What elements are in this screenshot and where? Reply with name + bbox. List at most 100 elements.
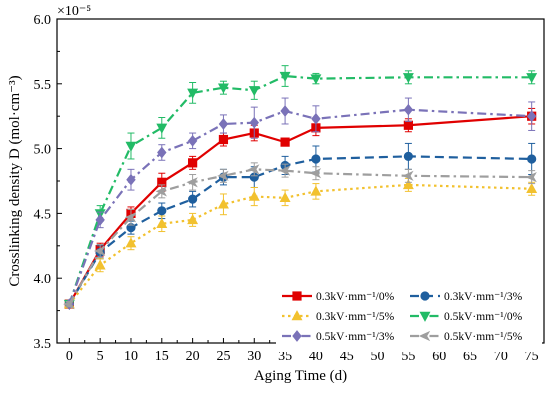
plot-area (63, 65, 538, 310)
series (64, 97, 537, 310)
x-tick-label: 35 (278, 349, 292, 364)
y-tick-label: 4.0 (34, 272, 52, 287)
series-line (68, 74, 532, 305)
series-line (68, 108, 532, 305)
x-tick-label: 10 (124, 349, 138, 364)
data-point (188, 158, 198, 168)
series-line (68, 168, 532, 305)
data-point (420, 291, 430, 301)
data-point (124, 212, 137, 223)
x-tick-label: 5 (97, 349, 104, 364)
x-tick-label: 50 (371, 349, 385, 364)
data-point (403, 120, 413, 130)
data-point (186, 177, 198, 188)
data-point (155, 186, 167, 197)
data-point (292, 291, 302, 301)
legend-box (276, 284, 542, 352)
legend-label: 0.3kV·mm⁻¹/0% (316, 291, 395, 303)
data-point (249, 116, 259, 129)
x-tick-label: 75 (525, 349, 539, 364)
y-axis-multiplier: ×10⁻⁵ (57, 4, 91, 19)
data-point (292, 330, 302, 342)
legend-label: 0.5kV·mm⁻¹/0% (444, 311, 523, 323)
legend-label: 0.5kV·mm⁻¹/5% (444, 331, 523, 343)
data-point (279, 192, 291, 203)
series (64, 142, 537, 309)
legend-item: 0.5kV·mm⁻¹/5% (410, 330, 523, 343)
data-point (527, 154, 537, 164)
data-point (157, 146, 167, 159)
data-point (218, 134, 229, 145)
data-point (291, 310, 303, 321)
data-point (402, 170, 414, 181)
y-tick-label: 5.5 (34, 78, 52, 93)
data-point (402, 73, 414, 84)
data-point (526, 110, 537, 123)
data-point (248, 86, 260, 97)
y-tick-label: 5.0 (34, 143, 52, 158)
x-tick-label: 25 (216, 349, 230, 364)
data-point (402, 179, 414, 190)
data-point (187, 134, 198, 147)
legend-item: 0.5kV·mm⁻¹/3% (282, 330, 395, 343)
data-point (418, 330, 431, 342)
x-tick-label: 65 (463, 349, 477, 364)
data-point (280, 105, 290, 117)
data-point (526, 182, 538, 193)
data-point (278, 165, 291, 176)
data-point (311, 154, 321, 164)
data-point (403, 103, 414, 116)
legend-label: 0.5kV·mm⁻¹/3% (316, 331, 395, 343)
data-point (218, 118, 229, 130)
x-tick-label: 0 (66, 349, 73, 364)
series (63, 177, 538, 309)
data-point (526, 73, 538, 84)
x-axis-title: Aging Time (d) (254, 368, 347, 384)
data-point (217, 170, 229, 181)
data-point (525, 172, 537, 183)
y-tick-label: 6.0 (34, 13, 52, 28)
data-point (157, 206, 167, 216)
data-point (311, 112, 321, 125)
series-line (68, 155, 532, 305)
data-point (63, 299, 75, 310)
data-point (187, 214, 199, 225)
series (63, 162, 537, 310)
data-point (125, 237, 137, 248)
legend-item: 0.3kV·mm⁻¹/5% (282, 310, 395, 323)
data-point (125, 141, 137, 152)
data-point (248, 190, 260, 201)
x-tick-label: 40 (309, 349, 323, 364)
data-point (95, 214, 105, 226)
legend-item: 0.3kV·mm⁻¹/0% (282, 291, 395, 303)
axis-ticks: 0 5 10 15 20 25 30 35 40 45 50 55 60 65 70 75 3.5 4.0 4.5 5… (34, 13, 539, 364)
data-point (156, 123, 168, 134)
legend-item: 0.3kV·mm⁻¹/3% (410, 291, 523, 303)
data-point (126, 173, 136, 186)
legend-item: 0.5kV·mm⁻¹/0% (410, 311, 523, 323)
legend-label: 0.3kV·mm⁻¹/5% (316, 311, 395, 323)
data-point (94, 259, 106, 270)
x-tick-label: 55 (401, 349, 415, 364)
y-tick-label: 4.5 (34, 207, 52, 222)
data-point (280, 137, 290, 147)
x-tick-label: 15 (155, 349, 169, 364)
data-point (310, 185, 322, 196)
x-tick-label: 70 (494, 349, 508, 364)
legend-label: 0.3kV·mm⁻¹/3% (444, 291, 523, 303)
data-point (279, 71, 291, 82)
data-point (248, 164, 260, 175)
data-point (419, 311, 431, 322)
series (64, 107, 537, 309)
legend: 0.3kV·mm⁻¹/0% 0.3kV·mm⁻¹/3% 0.3kV·mm⁻¹/5% 0… (276, 284, 542, 352)
x-tick-label: 60 (432, 349, 446, 364)
y-axis-title: Crosslinking density D (mol·cm⁻³) (7, 75, 23, 286)
y-tick-label: 3.5 (34, 337, 52, 352)
data-point (156, 217, 168, 228)
data-point (309, 168, 322, 179)
data-point (187, 88, 199, 99)
data-point (217, 198, 229, 209)
data-point (310, 74, 322, 85)
data-point (217, 83, 229, 94)
